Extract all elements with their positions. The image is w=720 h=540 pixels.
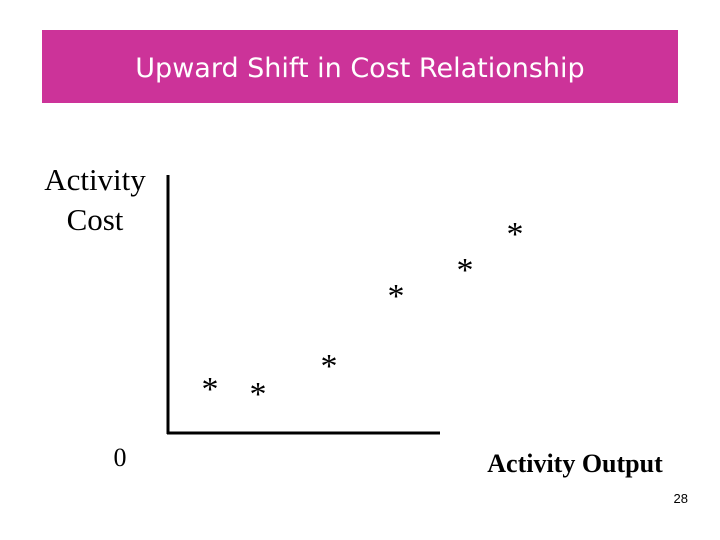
marker: * <box>202 371 219 408</box>
title-box <box>42 30 678 103</box>
page-number: 28 <box>674 491 688 506</box>
y-axis-label: Cost <box>67 202 124 237</box>
x-axis-label: Activity Output <box>487 449 663 478</box>
marker: * <box>321 348 338 385</box>
marker: * <box>457 252 474 289</box>
marker: * <box>250 376 267 413</box>
origin-label: 0 <box>114 443 127 472</box>
marker: * <box>507 216 524 253</box>
markers: * * * * * * <box>202 216 524 413</box>
title: Upward Shift in Cost Relationship <box>135 53 584 84</box>
y-axis-label: Activity <box>44 162 146 197</box>
marker: * <box>388 278 405 315</box>
